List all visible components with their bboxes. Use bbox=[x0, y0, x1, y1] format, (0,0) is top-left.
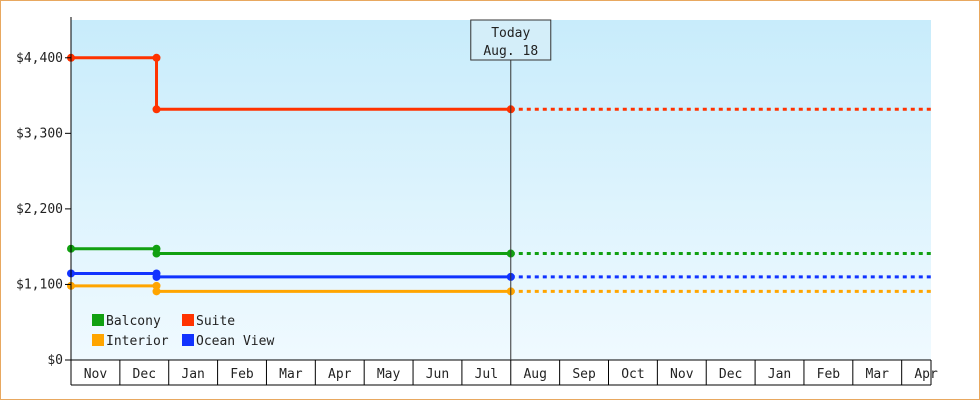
x-tick-label: Nov bbox=[670, 367, 694, 382]
y-tick-label: $1,100 bbox=[16, 277, 63, 292]
series-ocean-view bbox=[67, 269, 931, 281]
legend: Balcony Suite Interior Ocean View bbox=[92, 314, 274, 349]
today-label: Today bbox=[491, 26, 530, 41]
legend-label-balcony: Balcony bbox=[106, 314, 161, 329]
y-tick-label: $0 bbox=[47, 353, 63, 368]
x-tick-label: Sep bbox=[572, 367, 596, 382]
today-marker: Today Aug. 18 bbox=[470, 19, 552, 360]
data-point bbox=[152, 272, 161, 281]
series-balcony bbox=[67, 244, 931, 258]
x-tick-label: Jul bbox=[475, 367, 498, 382]
y-tick-label: $3,300 bbox=[16, 126, 63, 141]
x-tick-label: Apr bbox=[914, 367, 938, 382]
x-tick-label: Dec bbox=[133, 367, 156, 382]
x-tick-label: Jun bbox=[426, 367, 449, 382]
legend-swatch-balcony bbox=[92, 314, 104, 326]
x-tick-label: Aug bbox=[523, 367, 546, 382]
x-tick-label: Jan bbox=[181, 367, 204, 382]
data-point bbox=[152, 281, 161, 290]
today-date-label: Aug. 18 bbox=[483, 44, 538, 59]
x-tick-label: Mar bbox=[279, 367, 303, 382]
y-tick-label: $2,200 bbox=[16, 202, 63, 217]
data-point bbox=[152, 53, 161, 62]
data-point bbox=[152, 105, 161, 114]
legend-label-suite: Suite bbox=[196, 314, 235, 329]
axes-layer: $0 $1,100 $2,200 $3,300 $4,400 Nov Dec Jan Feb Ma… bbox=[16, 17, 938, 386]
legend-swatch-ocean-view bbox=[182, 334, 194, 346]
x-tick-label: May bbox=[377, 367, 401, 382]
legend-swatch-suite bbox=[182, 314, 194, 326]
legend-swatch-interior bbox=[92, 334, 104, 346]
series-line-suite bbox=[71, 56, 511, 111]
x-tick-label: Mar bbox=[866, 367, 890, 382]
x-tick-label: Apr bbox=[328, 367, 352, 382]
x-tick-label: Dec bbox=[719, 367, 742, 382]
data-point bbox=[152, 287, 161, 296]
x-tick-label: Oct bbox=[621, 367, 644, 382]
x-tick-label: Nov bbox=[84, 367, 108, 382]
x-tick-label: Jan bbox=[768, 367, 791, 382]
legend-label-ocean-view: Ocean View bbox=[196, 334, 274, 349]
legend-label-interior: Interior bbox=[106, 334, 169, 349]
plot-area bbox=[71, 20, 931, 360]
y-tick-label: $4,400 bbox=[16, 51, 63, 66]
today-label-box bbox=[470, 19, 552, 61]
series-layer bbox=[67, 53, 931, 296]
x-tick-label: Feb bbox=[230, 367, 254, 382]
x-tick-label: Feb bbox=[817, 367, 841, 382]
data-point bbox=[152, 249, 161, 258]
